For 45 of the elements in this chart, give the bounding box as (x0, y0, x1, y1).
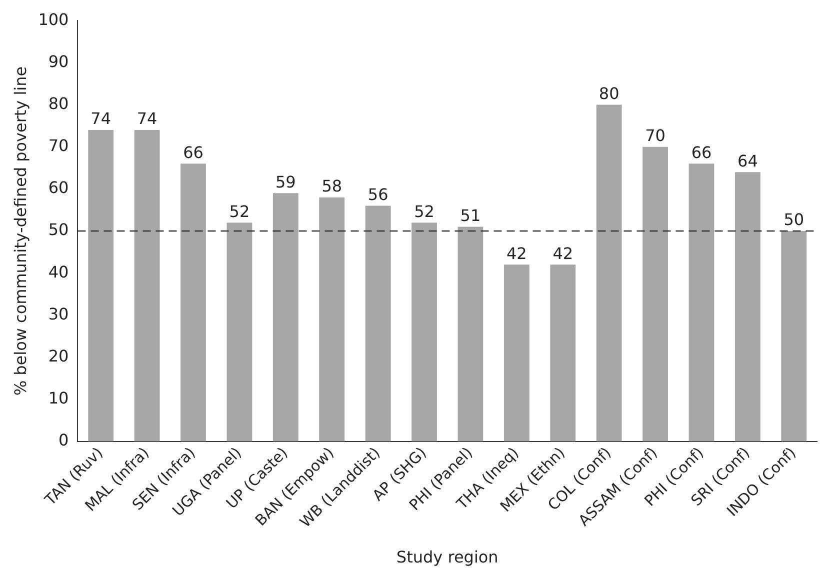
data-label: 58 (322, 176, 342, 196)
y-tick-label: 90 (48, 52, 69, 71)
bar (272, 193, 298, 442)
y-tick-label: 70 (48, 136, 69, 156)
data-label: 52 (414, 202, 434, 221)
data-label: 70 (645, 126, 666, 146)
data-label: 50 (784, 210, 804, 230)
bar (642, 146, 668, 442)
data-label: 59 (275, 172, 296, 192)
bar (412, 222, 437, 442)
y-tick-label: 60 (48, 178, 69, 198)
bar (365, 206, 391, 442)
y-tick-label: 10 (48, 388, 69, 408)
bar (688, 164, 714, 442)
data-label: 74 (90, 109, 112, 128)
bar (781, 231, 807, 442)
y-tick-label: 50 (48, 220, 69, 240)
data-label: 51 (460, 206, 481, 225)
x-axis-title: Study region (396, 548, 498, 567)
bar (550, 264, 576, 442)
y-tick-label: 40 (48, 262, 69, 282)
y-tick-label: 30 (48, 304, 69, 324)
bar (88, 130, 114, 442)
bar (596, 104, 622, 442)
data-label: 80 (598, 84, 620, 103)
y-axis-title: % below community-defined poverty line (10, 66, 30, 396)
bar (134, 130, 160, 442)
bar (458, 226, 484, 442)
y-tick-label: 20 (48, 346, 69, 366)
data-label: 64 (738, 151, 758, 170)
bar (734, 172, 760, 442)
y-tick-label: 0 (58, 430, 69, 450)
bar (226, 222, 252, 442)
data-label: 66 (691, 142, 712, 162)
data-label: 52 (229, 202, 250, 221)
data-label: 56 (368, 184, 388, 204)
y-tick-label: 100 (38, 10, 69, 29)
bar (180, 164, 206, 442)
data-label: 66 (183, 142, 204, 162)
bar (504, 264, 530, 442)
y-tick-label: 80 (48, 94, 69, 113)
data-label: 42 (552, 244, 574, 263)
bar (319, 197, 345, 442)
data-label: 74 (136, 109, 158, 128)
data-label: 42 (506, 244, 527, 263)
